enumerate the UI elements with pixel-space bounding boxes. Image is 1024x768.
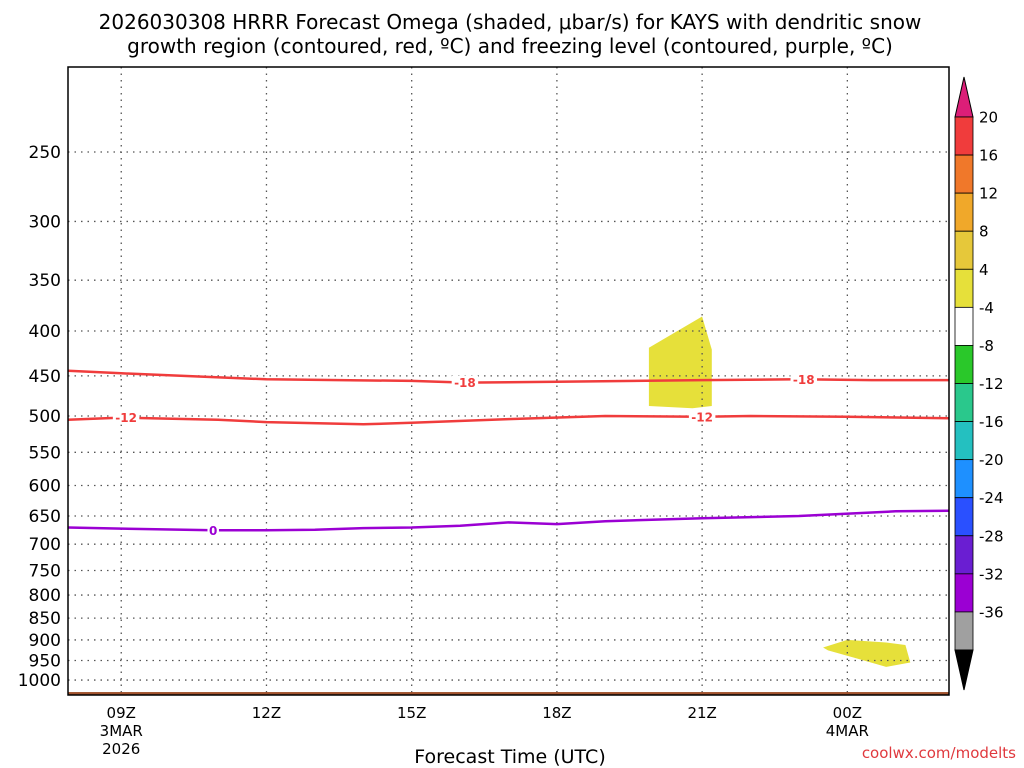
colorbar-label-6: -8 <box>979 337 994 355</box>
colorbar-band-13 <box>954 611 974 651</box>
colorbar-label-7: -12 <box>979 375 1004 393</box>
x-axis-title: Forecast Time (UTC) <box>414 746 605 768</box>
colorbar-band-8 <box>954 421 974 461</box>
chart-title-line2: growth region (contoured, red, ºC) and f… <box>127 34 893 58</box>
colorbar-label-8: -16 <box>979 413 1004 431</box>
contour-label--12-0: -12 <box>115 411 137 425</box>
colorbar-band-3 <box>954 230 974 270</box>
x-date-label-09Z: 3MAR <box>100 722 143 740</box>
contour-label-bg--12-1 <box>688 409 716 424</box>
y-tick-label-250: 250 <box>29 143 61 163</box>
y-tick-label-300: 300 <box>29 212 61 232</box>
terrain-strip <box>68 692 949 695</box>
contour-label-bg--18-0 <box>451 375 479 390</box>
omega-shaded-area-0 <box>648 316 712 409</box>
y-tick-label-500: 500 <box>29 407 61 427</box>
colorbar-band-0 <box>954 116 974 156</box>
colorbar-label-12: -32 <box>979 565 1004 583</box>
contour-label--12-1: -12 <box>691 410 713 424</box>
colorbar-bottom-arrow <box>954 649 974 691</box>
colorbar-label-4: 4 <box>979 261 989 279</box>
x-tick-label-15Z: 15Z <box>397 704 426 722</box>
y-tick-label-950: 950 <box>29 652 61 672</box>
contour-label--18-0: -18 <box>454 376 476 390</box>
colorbar-label-3: 8 <box>979 223 989 241</box>
colorbar-label-10: -24 <box>979 489 1004 507</box>
x-year-label-09Z: 2026 <box>102 740 140 758</box>
y-tick-label-450: 450 <box>29 367 61 387</box>
contour-line-0 <box>67 509 950 532</box>
credit-text: coolwx.com/modelts <box>862 744 1016 762</box>
x-tick-label-09Z: 09Z <box>107 704 136 722</box>
y-tick-label-350: 350 <box>29 271 61 291</box>
y-tick-label-900: 900 <box>29 631 61 651</box>
contour-label--18-1: -18 <box>793 373 815 387</box>
contour-line--18 <box>67 369 949 384</box>
colorbar-label-2: 12 <box>979 185 998 203</box>
colorbar-label-0: 20 <box>979 109 998 127</box>
y-tick-label-650: 650 <box>29 507 61 527</box>
chart-title-line1: 2026030308 HRRR Forecast Omega (shaded, … <box>99 10 922 34</box>
colorbar: 20 16 12 8 4 -4 -8 -12 -16 -20 -24 -28 -32 -36 <box>954 76 1004 691</box>
colorbar-band-4 <box>954 268 974 308</box>
x-tick-label-12Z: 12Z <box>252 704 281 722</box>
colorbar-label-13: -36 <box>979 603 1004 621</box>
contour-label-bg--12-0 <box>112 410 140 425</box>
y-tick-label-400: 400 <box>29 322 61 342</box>
colorbar-band-1 <box>954 154 974 194</box>
x-tick-label-18Z: 18Z <box>542 704 571 722</box>
colorbar-band-9 <box>954 459 974 499</box>
colorbar-band-5 <box>954 306 974 346</box>
x-tick-label-00Z: 00Z <box>833 704 862 722</box>
y-tick-label-550: 550 <box>29 443 61 463</box>
contour-label-bg-0-0 <box>207 523 219 538</box>
contour-line--12 <box>67 414 950 426</box>
colorbar-label-5: -4 <box>979 299 994 317</box>
colorbar-band-10 <box>954 497 974 537</box>
colorbar-band-6 <box>954 345 974 384</box>
y-tick-label-750: 750 <box>29 561 61 581</box>
y-tick-label-850: 850 <box>29 609 61 629</box>
colorbar-label-1: 16 <box>979 147 998 165</box>
colorbar-label-11: -28 <box>979 527 1004 545</box>
y-tick-label-700: 700 <box>29 535 61 555</box>
colorbar-top-arrow <box>954 76 974 118</box>
contour-label-0-0: 0 <box>209 524 217 538</box>
y-tick-label-600: 600 <box>29 476 61 496</box>
y-tick-label-800: 800 <box>29 586 61 606</box>
colorbar-band-7 <box>954 383 974 422</box>
colorbar-band-11 <box>954 535 974 575</box>
colorbar-label-9: -20 <box>979 451 1004 469</box>
y-tick-label-1000: 1000 <box>18 671 61 691</box>
colorbar-band-2 <box>954 192 974 232</box>
plot-area: 2503003504004505005506006507007508008509… <box>18 66 950 758</box>
x-tick-label-21Z: 21Z <box>687 704 716 722</box>
plot-frame <box>67 66 950 696</box>
x-date-label-00Z: 4MAR <box>826 722 869 740</box>
colorbar-band-12 <box>954 573 974 613</box>
contour-label-bg--18-1 <box>790 372 818 387</box>
